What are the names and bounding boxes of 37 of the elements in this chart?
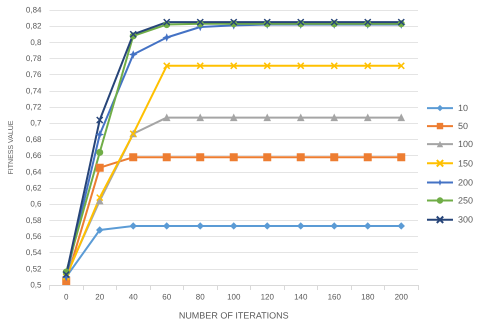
- x-tick-label: 40: [128, 292, 138, 302]
- x-tick-label: 80: [196, 292, 206, 302]
- x-tick-label: 60: [162, 292, 172, 302]
- y-tick-label: 0,58: [26, 216, 42, 225]
- legend-label: 150: [458, 158, 474, 168]
- y-tick-label: 0,82: [26, 22, 42, 31]
- y-tick-label: 0,66: [26, 151, 42, 160]
- legend-label: 300: [458, 214, 474, 225]
- y-tick-label: 0,8: [30, 38, 42, 47]
- legend-label: 100: [458, 139, 474, 150]
- y-tick-label: 0,52: [26, 264, 42, 274]
- y-tick-label: 0,54: [26, 248, 42, 258]
- y-tick-label: 0,5: [30, 280, 42, 290]
- x-axis-title: NUMBER OF ITERATIONS: [178, 310, 289, 320]
- legend-label: 250: [458, 196, 474, 206]
- y-tick-label: 0,6: [30, 200, 42, 209]
- y-tick-label: 0,76: [26, 70, 42, 80]
- x-tick-label: 20: [95, 292, 105, 302]
- x-tick-label: 180: [361, 292, 375, 302]
- y-tick-label: 0,72: [26, 102, 42, 112]
- y-tick-label: 0,74: [26, 86, 42, 96]
- x-tick-label: 120: [260, 292, 274, 302]
- y-tick-label: 0,64: [26, 167, 42, 176]
- x-tick-label: 140: [294, 292, 308, 302]
- y-tick-label: 0,56: [26, 232, 42, 241]
- y-tick-label: 0,68: [26, 134, 42, 144]
- legend-label: 200: [458, 178, 474, 188]
- y-tick-label: 0,7: [30, 118, 42, 128]
- legend-label: 50: [458, 121, 468, 132]
- y-tick-label: 0,62: [26, 183, 42, 192]
- legend-label: 10: [458, 103, 468, 114]
- y-tick-label: 0,84: [26, 6, 42, 14]
- x-tick-label: 160: [328, 292, 342, 302]
- x-tick-label: 200: [394, 292, 408, 302]
- x-tick-label: 100: [227, 292, 241, 302]
- x-tick-label: 0: [64, 292, 69, 302]
- y-tick-label: 0,78: [26, 54, 42, 64]
